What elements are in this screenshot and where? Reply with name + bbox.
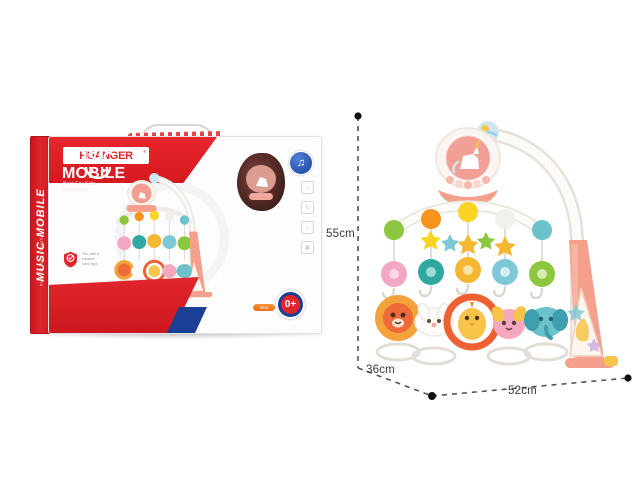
remote-icon: ▣: [301, 241, 314, 254]
dimension-dot-corner: [428, 392, 436, 400]
mobile-stand: [565, 240, 618, 368]
width-dimension-line: [431, 377, 629, 397]
box-subtitle-line2: Education: [63, 187, 88, 193]
bead-row: [384, 202, 552, 240]
flower-pink: [381, 261, 407, 287]
promo-pill: NEW: [253, 304, 275, 311]
flower-yellow: [455, 257, 481, 283]
toy-bunny: [414, 302, 454, 337]
music-feature-badge: ♫: [289, 151, 313, 175]
flower-teal: [418, 259, 444, 285]
box-title: MUSIC MOBILE: [62, 150, 126, 182]
safety-text-1: The safe &: [82, 251, 100, 256]
toy-chick-ring: [443, 293, 501, 351]
feature-icon-column: ♪ ↻ ☼ ▣: [300, 181, 315, 254]
dimension-dot-right: [624, 374, 632, 382]
flower-blue: [492, 259, 518, 285]
depth-dimension-line: [357, 367, 433, 397]
box-front-face: HUANGER ®: [48, 136, 322, 334]
safety-text-2: creative: [82, 256, 95, 261]
safety-badge: The safe & creative baby toys: [63, 249, 155, 269]
toy-butterfly: [491, 306, 527, 339]
width-dimension-label: 52cm: [508, 385, 537, 397]
unicorn-figure: [452, 140, 480, 174]
mobile-arm: [485, 129, 582, 357]
projector-icon: ☼: [301, 221, 314, 234]
brand-name: HUANGER: [79, 149, 133, 162]
box-inset-photo: [237, 153, 285, 211]
age-badge-value: 0+: [281, 295, 300, 314]
registered-mark: ®: [143, 149, 146, 154]
box-title-line1: MUSIC: [62, 150, 115, 167]
smiley-face-icon: [85, 166, 111, 179]
flower-green: [529, 261, 555, 287]
rotate-icon: ↻: [301, 201, 314, 214]
brand-logo: HUANGER ®: [63, 147, 149, 164]
age-badge: 0+: [276, 290, 305, 319]
flower-row: [381, 257, 555, 287]
box-title-line2: MOBILE: [62, 165, 126, 182]
dimension-dot-top: [354, 112, 362, 120]
toy-hooks: [381, 283, 544, 300]
toy-elephant: [524, 307, 568, 340]
music-mobile-product: [372, 112, 622, 374]
toy-lion: [375, 295, 421, 341]
box-subtitle-line1: Best For Kids: [63, 181, 96, 187]
retail-box: MUSIC MOBILE Best For Kids Education HUA…: [30, 124, 322, 340]
projector-dome: [435, 127, 502, 206]
height-dimension-label: 55cm: [326, 228, 355, 240]
dome-bead-row: [446, 176, 490, 189]
star-row: [420, 230, 516, 256]
box-subtitle: Best For Kids Education: [63, 181, 96, 193]
rattle-rings: [375, 342, 569, 366]
safety-text-3: baby toys: [82, 261, 98, 266]
shield-check-icon: [64, 251, 77, 267]
music-note-icon: ♪: [301, 181, 314, 194]
depth-dimension-label: 36cm: [366, 364, 395, 376]
